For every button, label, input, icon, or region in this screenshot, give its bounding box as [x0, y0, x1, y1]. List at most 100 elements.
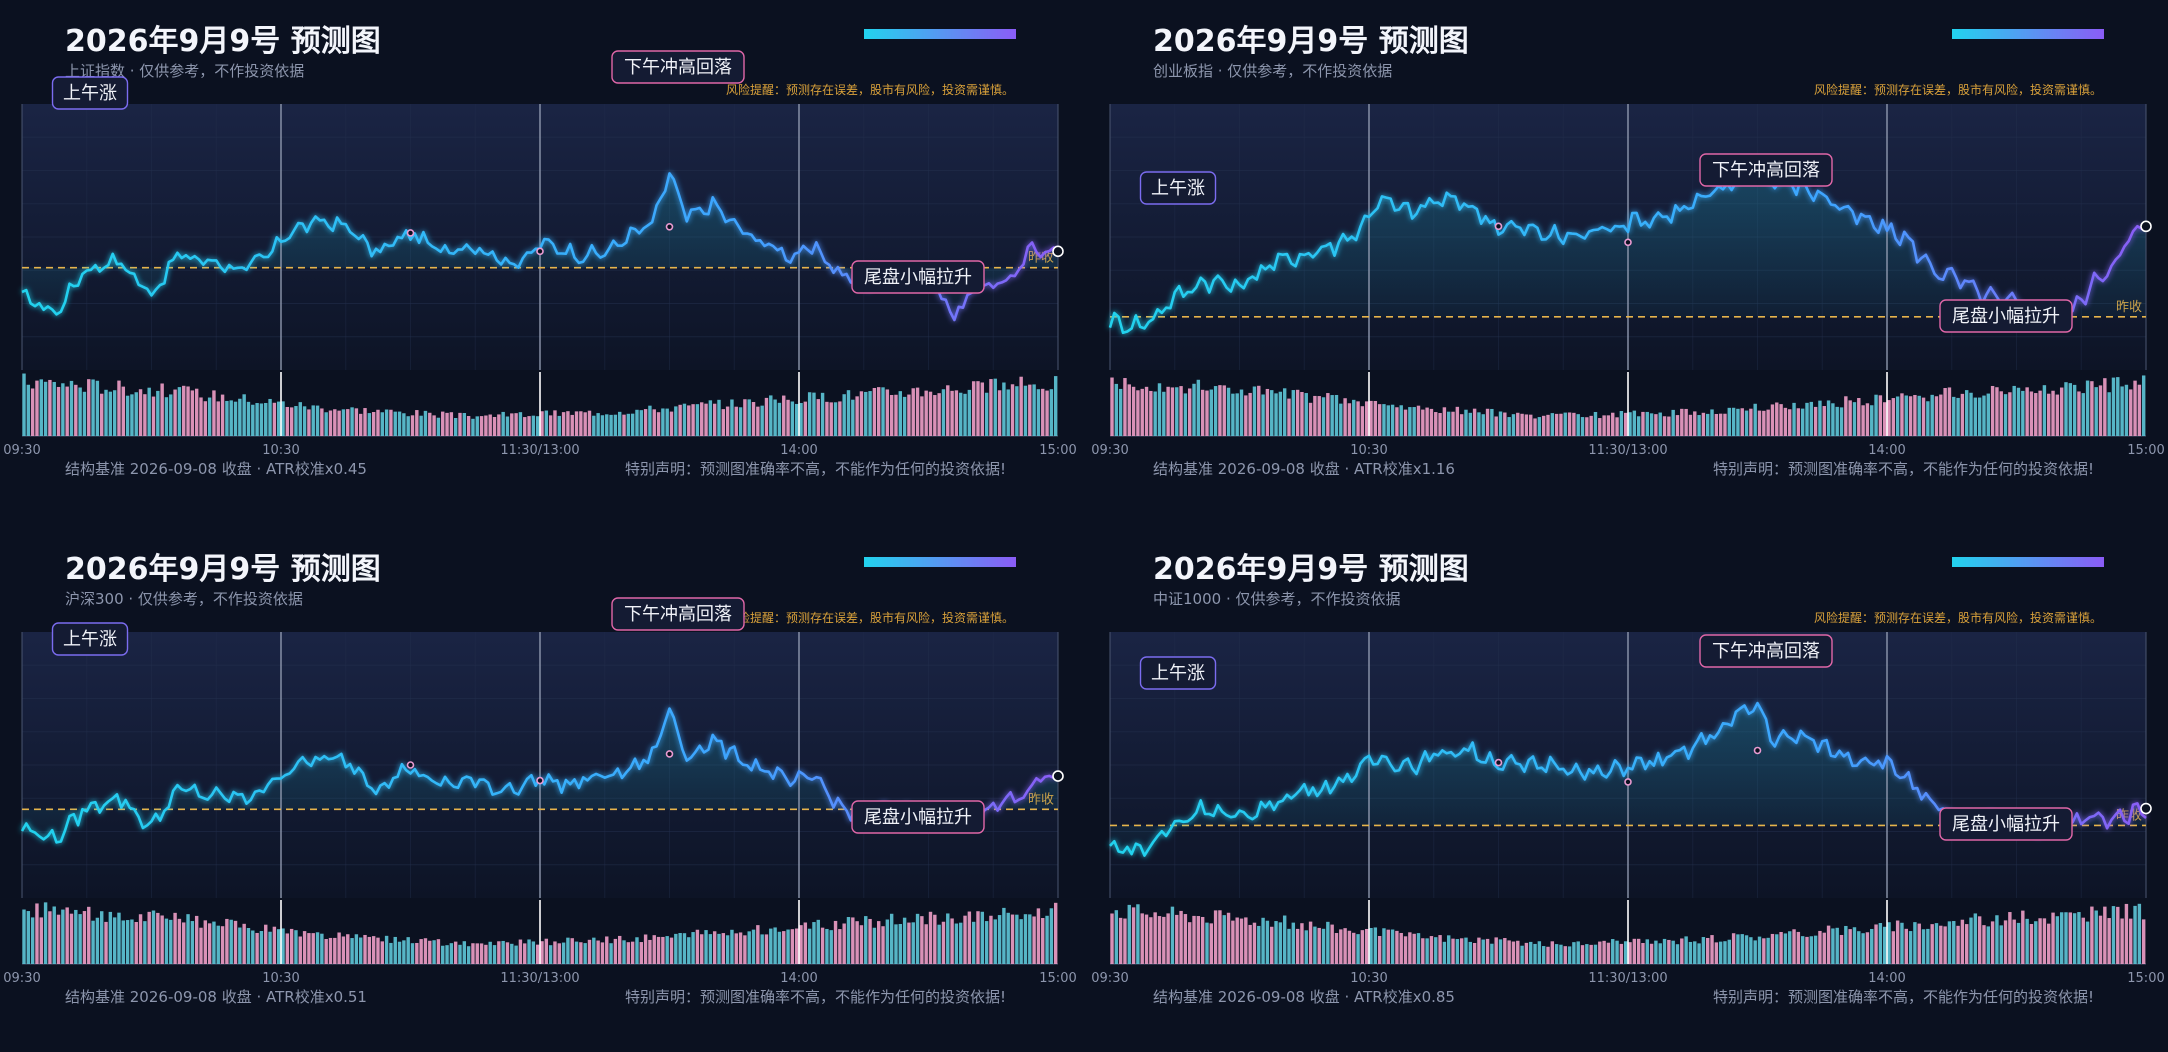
volume-bar	[786, 399, 790, 436]
volume-bar	[350, 938, 354, 964]
volume-bar	[2077, 391, 2081, 436]
volume-bar	[2008, 392, 2012, 436]
volume-bar	[125, 920, 130, 964]
volume-bar	[341, 409, 346, 436]
volume-bar	[1434, 937, 1438, 964]
volume-bar	[212, 921, 216, 964]
volume-bar	[138, 389, 143, 436]
x-tick-label: 10:30	[262, 443, 299, 458]
volume-bar	[1844, 396, 1848, 436]
volume-bar	[574, 941, 579, 964]
volume-bar	[1680, 408, 1684, 436]
volume-bar	[1667, 416, 1671, 436]
volume-bar	[704, 930, 708, 964]
volume-bar	[1231, 393, 1235, 436]
x-tick-label: 14:00	[1868, 443, 1905, 458]
volume-bar	[1200, 389, 1205, 436]
volume-bar	[1244, 395, 1248, 436]
volume-bar	[22, 909, 26, 964]
x-tick-label: 15:00	[1039, 443, 1076, 458]
volume-bar	[730, 929, 734, 964]
volume-bar	[829, 930, 833, 964]
volume-bar	[479, 943, 484, 964]
volume-bar	[333, 937, 337, 964]
prev-close-label: 昨收	[1028, 792, 1054, 807]
volume-bar	[1891, 398, 1896, 436]
volume-bar	[933, 395, 937, 436]
volume-bar	[1947, 387, 1952, 436]
volume-bar	[600, 415, 605, 436]
volume-bar	[203, 920, 208, 964]
volume-bar	[743, 935, 747, 964]
svg-text:下午冲高回落: 下午冲高回落	[624, 57, 732, 78]
volume-bar	[816, 399, 820, 436]
volume-bar	[1317, 396, 1321, 436]
volume-bar	[846, 390, 851, 436]
volume-bar	[2034, 921, 2038, 964]
volume-bar	[773, 927, 777, 964]
volume-bar	[1136, 390, 1140, 436]
volume-bar	[302, 406, 307, 436]
volume-bar	[790, 929, 795, 964]
volume-bar	[894, 394, 898, 436]
volume-bar	[1563, 412, 1567, 436]
volume-bar	[65, 907, 69, 964]
volume-bar	[661, 408, 665, 436]
volume-bar	[1572, 942, 1576, 964]
volume-bar	[1429, 936, 1434, 964]
volume-bar	[1416, 405, 1421, 436]
volume-bar	[1455, 406, 1460, 436]
volume-bar	[2081, 917, 2085, 964]
volume-bar	[69, 913, 74, 964]
volume-bar	[2141, 375, 2146, 436]
volume-bar	[1813, 935, 1818, 964]
volume-bar	[121, 920, 125, 964]
volume-bar	[535, 944, 540, 964]
volume-bar	[769, 395, 773, 436]
volume-bar	[1278, 391, 1283, 436]
volume-bar	[2016, 922, 2021, 964]
volume-bar	[1628, 942, 1632, 964]
volume-bar	[130, 394, 134, 436]
volume-bar	[492, 416, 497, 436]
panel-subtitle: 上证指数 · 仅供参考，不作投资依据	[65, 62, 305, 80]
volume-bar	[812, 392, 816, 436]
volume-bar	[78, 914, 82, 964]
volume-bar	[125, 395, 130, 436]
volume-bar	[173, 389, 177, 436]
panel-subtitle: 中证1000 · 仅供参考，不作投资依据	[1153, 590, 1401, 608]
volume-bar	[1671, 940, 1675, 964]
volume-bar	[963, 915, 967, 964]
svg-text:上午涨: 上午涨	[63, 629, 117, 650]
volume-bar	[436, 417, 441, 436]
volume-bar	[1723, 941, 1727, 964]
volume-bar	[1170, 906, 1175, 964]
volume-bar	[1990, 385, 1995, 436]
volume-bar	[760, 934, 764, 964]
volume-bar	[1321, 397, 1326, 436]
volume-bar	[246, 401, 251, 436]
volume-bar	[2029, 391, 2034, 436]
volume-bar	[238, 927, 242, 964]
volume-bar	[182, 385, 186, 436]
volume-bar	[1503, 938, 1507, 964]
volume-bar	[1235, 917, 1239, 964]
svg-text:下午冲高回落: 下午冲高回落	[1712, 641, 1820, 662]
volume-bar	[1818, 930, 1822, 964]
volume-bar	[1628, 412, 1632, 436]
volume-bar	[1403, 409, 1408, 436]
volume-bar	[1485, 938, 1490, 964]
volume-bar	[527, 939, 531, 964]
volume-bar	[2111, 377, 2116, 436]
volume-bar	[276, 401, 281, 436]
volume-bar	[1952, 396, 1956, 436]
x-tick-label: 11:30/13:00	[500, 971, 579, 986]
risk-warning: 风险提醒：预测存在误差，股市有风险，投资需谨慎。	[1813, 83, 2102, 97]
volume-bar	[579, 411, 583, 436]
volume-bar	[1326, 393, 1330, 436]
volume-bar	[1537, 417, 1542, 436]
volume-bar	[1680, 938, 1684, 964]
volume-bar	[1606, 415, 1611, 436]
volume-bar	[1921, 929, 1926, 964]
volume-bar	[1977, 916, 1982, 964]
